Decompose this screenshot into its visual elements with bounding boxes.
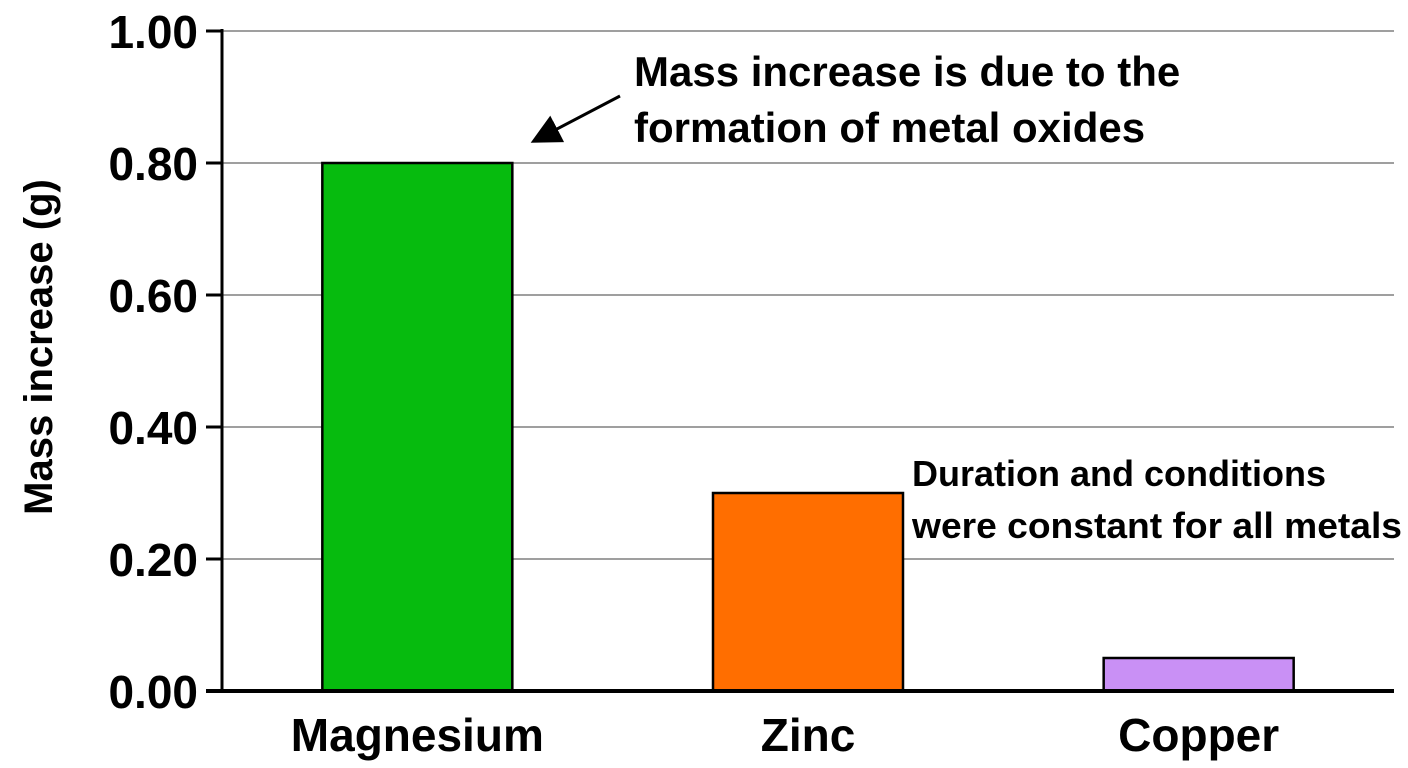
axes	[206, 29, 1394, 693]
annotations: Mass increase is due to the formation of…	[530, 48, 1402, 546]
annotation-oxide-line-1: Mass increase is due to the	[634, 48, 1180, 95]
y-tick-label: 0.40	[108, 402, 198, 454]
annotation-conditions-line-1: Duration and conditions	[912, 453, 1326, 494]
y-tick-label: 0.80	[108, 138, 198, 190]
y-tick-label: 0.20	[108, 534, 198, 586]
x-tick-label: Magnesium	[291, 709, 544, 761]
y-axis-label: Mass increase (g)	[17, 179, 61, 515]
annotation-arrow	[530, 94, 621, 143]
x-tick-labels: Magnesium Zinc Copper	[291, 709, 1279, 761]
bar-copper	[1102, 656, 1295, 693]
bars	[321, 161, 1295, 693]
y-tick-label: 0.00	[108, 666, 198, 718]
y-tick-label: 1.00	[108, 6, 198, 58]
bar-zinc	[711, 491, 905, 693]
x-tick-label: Zinc	[761, 709, 856, 761]
y-tick-label: 0.60	[108, 270, 198, 322]
y-tick-labels: 0.00 0.20 0.40 0.60 0.80 1.00	[108, 6, 198, 718]
annotation-conditions-line-2: were constant for all metals	[911, 505, 1402, 546]
bar-magnesium	[321, 161, 514, 693]
x-tick-label: Copper	[1118, 709, 1279, 761]
annotation-oxide-line-2: formation of metal oxides	[634, 104, 1145, 151]
